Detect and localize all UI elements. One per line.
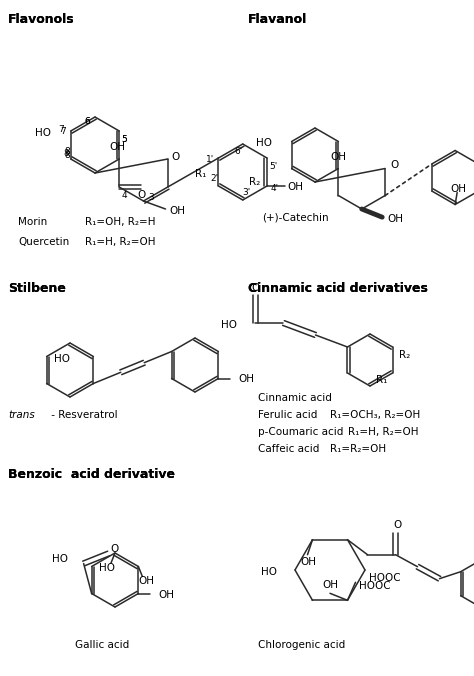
Text: 5: 5 xyxy=(121,135,127,143)
Text: O: O xyxy=(251,283,260,293)
Text: HO: HO xyxy=(35,128,51,138)
Text: HO: HO xyxy=(255,139,272,149)
Text: 7: 7 xyxy=(60,126,65,135)
Text: HO: HO xyxy=(54,354,70,364)
Text: R₁=H, R₂=OH: R₁=H, R₂=OH xyxy=(85,237,155,247)
Text: HO: HO xyxy=(221,320,237,330)
Text: O: O xyxy=(110,544,119,554)
Text: OH: OH xyxy=(301,557,317,566)
Text: HO: HO xyxy=(99,563,115,573)
Text: O: O xyxy=(390,160,398,170)
Text: 7: 7 xyxy=(58,124,64,133)
Text: 8: 8 xyxy=(63,149,69,158)
Text: Stilbene: Stilbene xyxy=(8,282,66,295)
Text: Quercetin: Quercetin xyxy=(18,237,69,247)
Text: p-Coumaric acid: p-Coumaric acid xyxy=(258,427,343,437)
Text: HO: HO xyxy=(261,567,277,577)
Text: 5: 5 xyxy=(121,135,127,143)
Text: Benzoic  acid derivative: Benzoic acid derivative xyxy=(8,468,175,481)
Text: trans: trans xyxy=(8,410,35,420)
Text: R₁: R₁ xyxy=(195,169,206,179)
Text: 8: 8 xyxy=(64,147,70,155)
Text: HOOC: HOOC xyxy=(359,581,391,592)
Text: OH: OH xyxy=(238,375,255,385)
Text: O: O xyxy=(172,152,180,162)
Text: Stilbene: Stilbene xyxy=(8,282,66,295)
Text: 6': 6' xyxy=(235,147,243,157)
Text: OH: OH xyxy=(138,577,155,587)
Text: 4: 4 xyxy=(121,191,127,199)
Text: 5': 5' xyxy=(269,162,277,170)
Text: O: O xyxy=(393,520,401,530)
Text: 1': 1' xyxy=(206,155,215,164)
Text: OH: OH xyxy=(170,206,185,216)
Text: OH: OH xyxy=(387,214,403,224)
Text: HO: HO xyxy=(52,554,68,564)
Text: R₁=H, R₂=OH: R₁=H, R₂=OH xyxy=(348,427,419,437)
Text: Cinnamic acid derivatives: Cinnamic acid derivatives xyxy=(248,282,428,295)
Text: 3': 3' xyxy=(243,187,251,197)
Text: R₂: R₂ xyxy=(249,177,260,187)
Text: 3: 3 xyxy=(149,193,155,203)
Text: Flavonols: Flavonols xyxy=(8,13,74,26)
Text: 4': 4' xyxy=(271,183,279,193)
Text: Ferulic acid: Ferulic acid xyxy=(258,410,318,420)
Text: Flavonols: Flavonols xyxy=(8,13,74,26)
Text: OH: OH xyxy=(322,580,338,590)
Text: OH: OH xyxy=(109,142,125,152)
Text: Gallic acid: Gallic acid xyxy=(75,640,129,650)
Text: 8: 8 xyxy=(64,151,70,160)
Text: Cinnamic acid: Cinnamic acid xyxy=(258,393,332,403)
Text: 6: 6 xyxy=(84,118,90,126)
Text: R₁=R₂=OH: R₁=R₂=OH xyxy=(330,444,386,454)
Text: OH: OH xyxy=(330,153,346,162)
Text: OH: OH xyxy=(287,182,303,192)
Text: OH: OH xyxy=(158,591,174,600)
Text: (+)-Catechin: (+)-Catechin xyxy=(262,213,328,223)
Text: 2': 2' xyxy=(210,174,219,183)
Text: HOOC: HOOC xyxy=(370,573,401,583)
Text: Cinnamic acid derivatives: Cinnamic acid derivatives xyxy=(248,282,428,295)
Text: R₁=OCH₃, R₂=OH: R₁=OCH₃, R₂=OH xyxy=(330,410,420,420)
Text: R₁=OH, R₂=H: R₁=OH, R₂=H xyxy=(85,217,155,227)
Text: Morin: Morin xyxy=(18,217,47,227)
Text: R₁: R₁ xyxy=(376,375,388,385)
Text: - Resveratrol: - Resveratrol xyxy=(48,410,118,420)
Text: Caffeic acid: Caffeic acid xyxy=(258,444,319,454)
Text: Flavanol: Flavanol xyxy=(248,13,307,26)
Text: OH: OH xyxy=(450,183,466,193)
Text: 6: 6 xyxy=(84,118,90,126)
Text: Benzoic  acid derivative: Benzoic acid derivative xyxy=(8,468,175,481)
Text: Flavanol: Flavanol xyxy=(248,13,307,26)
Text: O: O xyxy=(137,190,146,200)
Text: Chlorogenic acid: Chlorogenic acid xyxy=(258,640,345,650)
Text: R₂: R₂ xyxy=(399,350,410,360)
